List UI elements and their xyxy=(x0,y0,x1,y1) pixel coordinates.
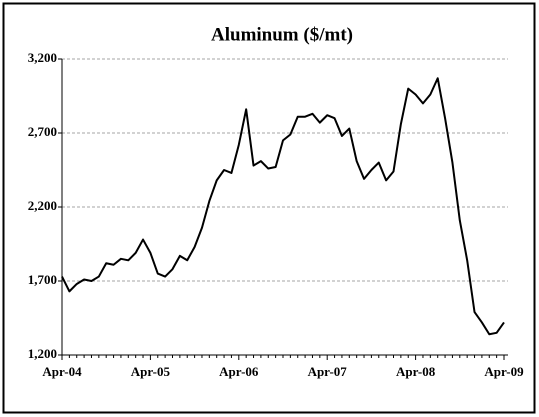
x-tick-label: Apr-05 xyxy=(131,364,171,379)
y-tick-label: 1,200 xyxy=(28,346,57,361)
x-tick-label: Apr-07 xyxy=(308,364,348,379)
frame xyxy=(2,2,536,414)
x-tick-label: Apr-09 xyxy=(484,364,524,379)
y-tick-label: 1,700 xyxy=(28,272,57,287)
x-tick-label: Apr-08 xyxy=(396,364,436,379)
line xyxy=(61,77,505,336)
y-tick-label: 2,200 xyxy=(28,198,57,213)
x-tick-label: Apr-04 xyxy=(42,364,82,379)
chart-title: Aluminum ($/mt) xyxy=(211,24,353,45)
x-tick-label: Apr-06 xyxy=(219,364,259,379)
y-tick-label: 2,700 xyxy=(28,124,57,139)
y-tick-label: 3,200 xyxy=(28,50,57,65)
